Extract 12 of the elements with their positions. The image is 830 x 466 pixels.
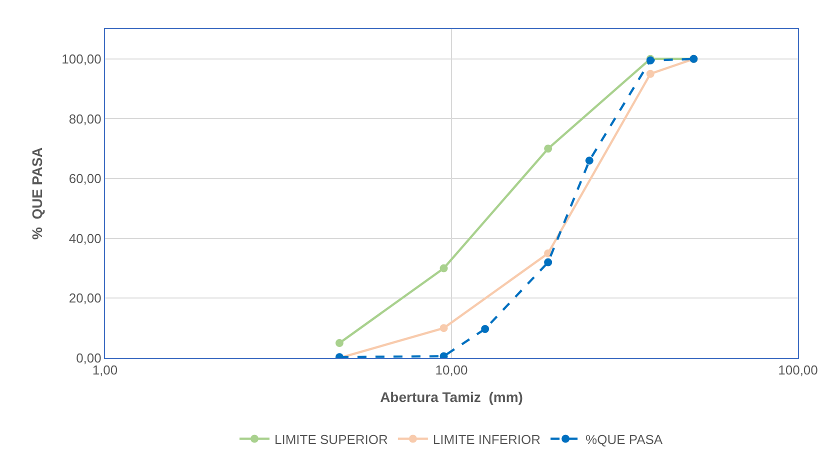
legend-label: %QUE PASA bbox=[586, 432, 663, 447]
x-axis-title: Abertura Tamiz (mm) bbox=[380, 388, 523, 405]
y-tick-label: 100,00 bbox=[62, 51, 102, 66]
y-axis-title: % QUE PASA bbox=[29, 147, 46, 240]
x-tick-label: 10,00 bbox=[435, 362, 468, 378]
legend-label: LIMITE INFERIOR bbox=[432, 432, 541, 447]
x-tick-label: 100,00 bbox=[778, 362, 818, 378]
y-tick-label: 60,00 bbox=[68, 171, 102, 186]
y-tick-label: 40,00 bbox=[68, 230, 102, 246]
legend-label: LIMITE SUPERIOR bbox=[274, 432, 388, 447]
y-tick-label: 80,00 bbox=[68, 111, 102, 126]
y-tick-label: 20,00 bbox=[68, 290, 102, 306]
